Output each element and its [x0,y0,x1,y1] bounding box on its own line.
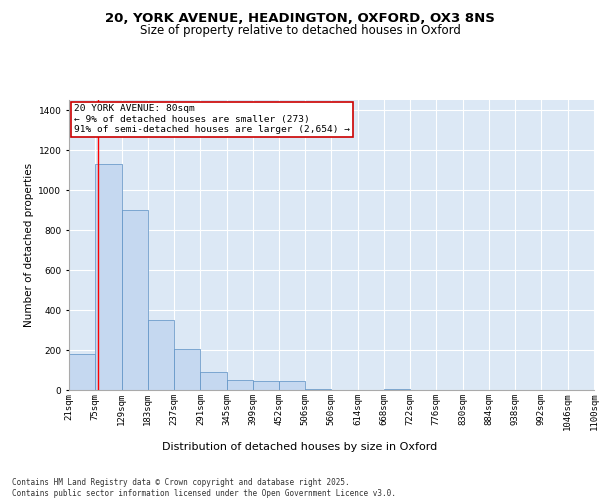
Bar [384,389,410,390]
Bar [200,372,227,390]
Text: Size of property relative to detached houses in Oxford: Size of property relative to detached ho… [140,24,460,37]
Bar [253,381,279,390]
Text: 20 YORK AVENUE: 80sqm
← 9% of detached houses are smaller (273)
91% of semi-deta: 20 YORK AVENUE: 80sqm ← 9% of detached h… [74,104,350,134]
Text: 20, YORK AVENUE, HEADINGTON, OXFORD, OX3 8NS: 20, YORK AVENUE, HEADINGTON, OXFORD, OX3… [105,12,495,26]
Bar [279,381,305,390]
Bar [305,389,331,390]
Text: Distribution of detached houses by size in Oxford: Distribution of detached houses by size … [163,442,437,452]
Bar [69,354,95,390]
Bar [148,320,174,390]
Bar [95,164,122,390]
Y-axis label: Number of detached properties: Number of detached properties [24,163,34,327]
Bar [227,380,253,390]
Text: Contains HM Land Registry data © Crown copyright and database right 2025.
Contai: Contains HM Land Registry data © Crown c… [12,478,396,498]
Bar [174,349,200,390]
Bar [122,210,148,390]
